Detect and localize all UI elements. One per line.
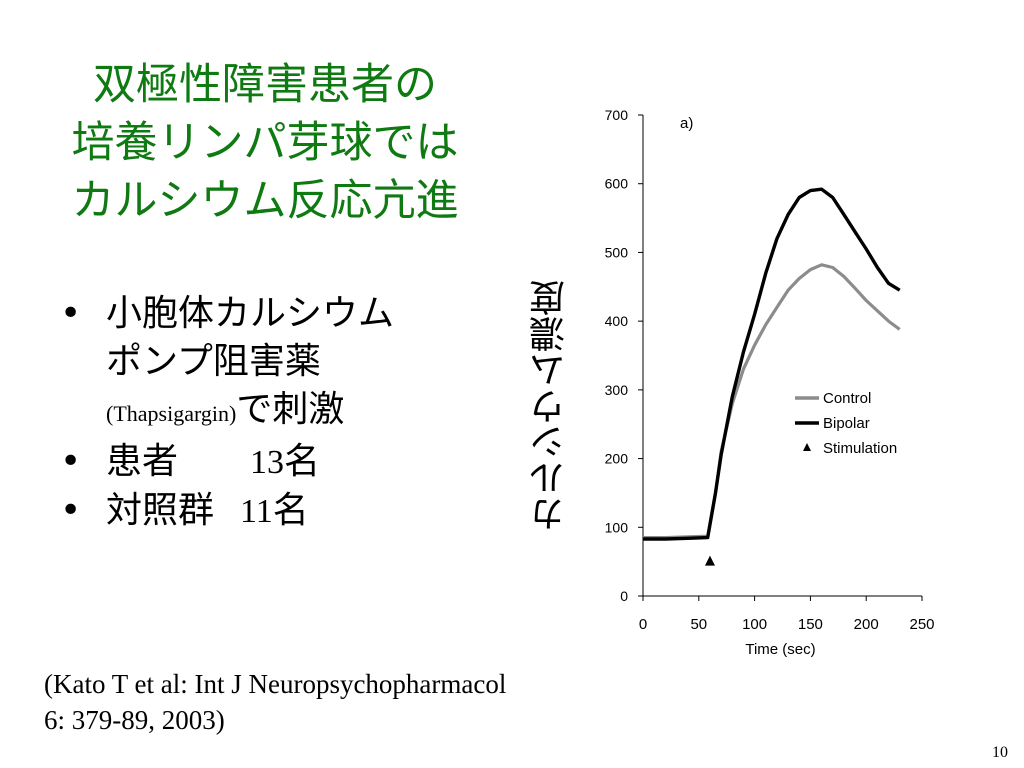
bullet-text: (Thapsigargin)で刺激 [106,386,500,438]
series-line-bipolar [643,187,901,541]
slide-title: 双極性障害患者の 培養リンパ芽球では カルシウム反応亢進 [20,56,510,230]
stimulation-marker [704,555,715,566]
x-axis-title: Time (sec) [745,641,815,658]
bullet-text: 対照群 11名 [106,487,500,536]
legend-label: Control [823,390,871,407]
x-tick-label: 100 [742,616,767,633]
citation-line: (Kato T et al: Int J Neuropsychopharmaco… [44,669,507,699]
y-tick-label: 500 [605,244,629,260]
y-tick-label: 700 [605,107,629,123]
group-unit: 名 [284,441,321,482]
bullet-item: • 小胞体カルシウム ポンプ阻害薬 (Thapsigargin)で刺激 [60,290,500,438]
group-count: 11 [240,493,273,530]
page-number: 10 [992,744,1008,761]
y-tick-label: 300 [605,382,629,398]
y-tick-label: 600 [605,176,629,192]
title-line: 双極性障害患者の [93,60,437,110]
bullet-text: ポンプ阻害薬 [106,341,321,382]
legend-label: Bipolar [823,415,870,432]
title-line: 培養リンパ芽球では [71,118,459,168]
bullet-text: 患者 13名 [106,438,500,487]
x-tick-label: 150 [798,616,823,633]
group-count: 13 [250,444,285,481]
panel-label: a) [680,115,693,132]
legend-marker [803,443,811,451]
bullet-item: • 患者 13名 [60,438,500,487]
calcium-response-chart: 0 100 200 300 400 500 600 700 0 50 100 150 200 250 Tim… [605,107,935,658]
chart-y-axis-label: カルシウム濃度 [530,280,571,532]
citation: (Kato T et al: Int J Neuropsychopharmaco… [44,666,506,738]
bullet-dot: • [60,293,82,334]
y-tick-label: 200 [605,451,629,467]
drug-name: (Thapsigargin) [106,401,237,426]
x-tick-label: 250 [909,616,934,633]
citation-line: 6: 379-89, 2003) [44,705,225,735]
bullet-text-tail: で刺激 [236,389,345,430]
title-line: カルシウム反応亢進 [71,176,459,226]
bullet-item: • 対照群 11名 [60,487,500,536]
x-tick-label: 0 [639,616,647,633]
group-label: 患者 [106,441,179,482]
legend-label: Stimulation [823,440,897,457]
bullet-dot: • [60,490,82,531]
bullet-dot: • [60,441,82,482]
x-tick-label: 50 [690,616,707,633]
group-label: 対照群 [106,490,215,531]
y-tick-label: 100 [605,519,629,535]
y-tick-label: 0 [620,588,628,604]
group-unit: 名 [272,490,309,531]
bullet-text: 小胞体カルシウム [106,293,395,334]
bullet-list: • 小胞体カルシウム ポンプ阻害薬 (Thapsigargin)で刺激 • 患者… [60,290,500,536]
x-tick-label: 200 [854,616,879,633]
y-tick-label: 400 [605,313,629,329]
